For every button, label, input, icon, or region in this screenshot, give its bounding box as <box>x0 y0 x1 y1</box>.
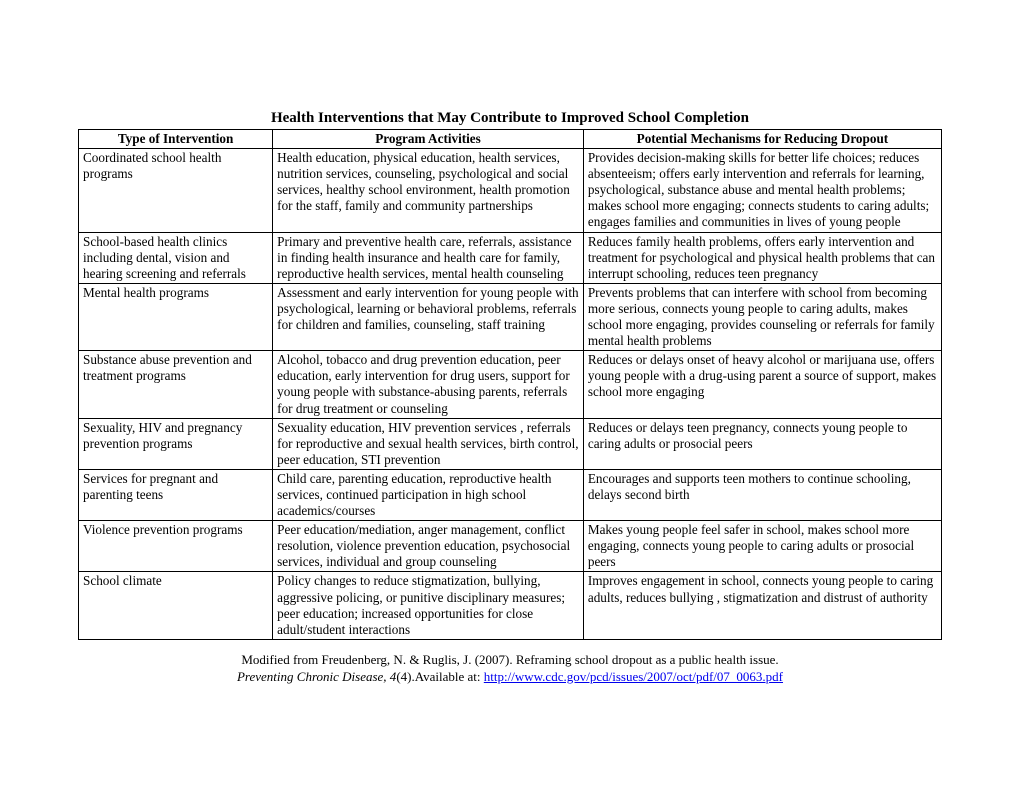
table-cell: Reduces family health problems, offers e… <box>583 232 941 283</box>
table-cell: Improves engagement in school, connects … <box>583 572 941 639</box>
table-cell: School-based health clinics including de… <box>79 232 273 283</box>
table-cell: Reduces or delays onset of heavy alcohol… <box>583 351 941 418</box>
table-cell: Assessment and early intervention for yo… <box>273 283 584 350</box>
table-cell: Peer education/mediation, anger manageme… <box>273 521 584 572</box>
table-cell: Coordinated school health programs <box>79 149 273 232</box>
table-cell: Substance abuse prevention and treatment… <box>79 351 273 418</box>
table-cell: Primary and preventive health care, refe… <box>273 232 584 283</box>
table-cell: Sexuality education, HIV prevention serv… <box>273 418 584 469</box>
table-cell: Child care, parenting education, reprodu… <box>273 469 584 520</box>
table-cell: Encourages and supports teen mothers to … <box>583 469 941 520</box>
table-row: Substance abuse prevention and treatment… <box>79 351 942 418</box>
interventions-table: Type of Intervention Program Activities … <box>78 129 942 640</box>
table-cell: Policy changes to reduce stigmatization,… <box>273 572 584 639</box>
citation-link[interactable]: http://www.cdc.gov/pcd/issues/2007/oct/p… <box>484 669 783 684</box>
table-cell: Sexuality, HIV and pregnancy prevention … <box>79 418 273 469</box>
table-cell: Provides decision-making skills for bett… <box>583 149 941 232</box>
table-row: Sexuality, HIV and pregnancy prevention … <box>79 418 942 469</box>
table-cell: School climate <box>79 572 273 639</box>
table-row: School-based health clinics including de… <box>79 232 942 283</box>
table-cell: Health education, physical education, he… <box>273 149 584 232</box>
table-body: Coordinated school health programsHealth… <box>79 149 942 640</box>
table-row: Mental health programsAssessment and ear… <box>79 283 942 350</box>
citation: Modified from Freudenberg, N. & Ruglis, … <box>78 652 942 686</box>
table-row: Violence prevention programsPeer educati… <box>79 521 942 572</box>
table-row: Coordinated school health programsHealth… <box>79 149 942 232</box>
table-cell: Alcohol, tobacco and drug prevention edu… <box>273 351 584 418</box>
table-cell: Reduces or delays teen pregnancy, connec… <box>583 418 941 469</box>
header-activities: Program Activities <box>273 130 584 149</box>
table-cell: Services for pregnant and parenting teen… <box>79 469 273 520</box>
header-mechanisms: Potential Mechanisms for Reducing Dropou… <box>583 130 941 149</box>
table-row: School climatePolicy changes to reduce s… <box>79 572 942 639</box>
table-row: Services for pregnant and parenting teen… <box>79 469 942 520</box>
table-cell: Makes young people feel safer in school,… <box>583 521 941 572</box>
citation-line1: Modified from Freudenberg, N. & Ruglis, … <box>241 652 778 667</box>
citation-journal: Preventing Chronic Disease, 4 <box>237 669 396 684</box>
page-title: Health Interventions that May Contribute… <box>78 110 942 127</box>
citation-issue: (4).Available at: <box>396 669 483 684</box>
table-cell: Prevents problems that can interfere wit… <box>583 283 941 350</box>
table-cell: Mental health programs <box>79 283 273 350</box>
table-cell: Violence prevention programs <box>79 521 273 572</box>
table-header-row: Type of Intervention Program Activities … <box>79 130 942 149</box>
header-type: Type of Intervention <box>79 130 273 149</box>
